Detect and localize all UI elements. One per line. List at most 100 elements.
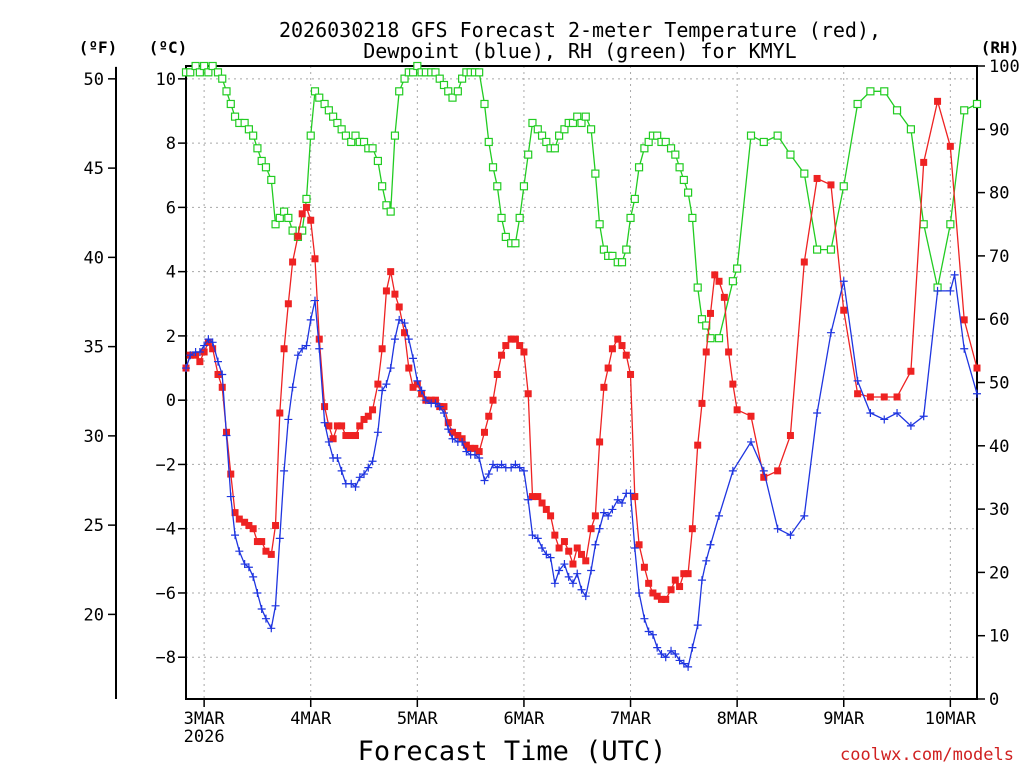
temperature-point xyxy=(920,158,928,166)
rh-point xyxy=(906,125,916,134)
temperature-point xyxy=(800,258,808,266)
dewpoint-point xyxy=(635,588,644,597)
rh-point xyxy=(431,68,440,77)
dewpoint-point xyxy=(404,335,413,344)
temperature-point xyxy=(729,380,737,388)
temperature-point xyxy=(467,444,475,452)
dewpoint-point xyxy=(866,409,875,418)
temperature-point xyxy=(342,432,350,440)
celsius-tick-label: −6 xyxy=(156,584,176,604)
dewpoint-point xyxy=(546,553,555,562)
temperature-point xyxy=(227,470,235,478)
dewpoint-point xyxy=(310,296,319,305)
x-tick-label: 9MAR xyxy=(823,709,865,729)
rh-point xyxy=(257,156,266,166)
dewpoint-point xyxy=(368,457,377,466)
temperature-point xyxy=(209,345,217,353)
dewpoint-point xyxy=(333,454,342,463)
dewpoint-point xyxy=(288,383,297,392)
dewpoint-point xyxy=(271,601,280,610)
temperature-point xyxy=(578,550,585,558)
rh-point xyxy=(537,131,547,140)
rh-point xyxy=(800,169,809,178)
dewpoint-point xyxy=(484,470,493,479)
temperature-point xyxy=(374,380,382,388)
temperature-point xyxy=(276,409,284,417)
rh-point xyxy=(555,131,564,140)
rh-point xyxy=(511,239,520,248)
temperature-point xyxy=(542,505,550,513)
rh-point xyxy=(329,112,338,121)
rh-point xyxy=(448,93,457,102)
chart-title-line-1: 2026030218 GFS Forecast 2-meter Temperat… xyxy=(279,18,881,42)
temperature-point xyxy=(560,538,568,546)
temperature-point xyxy=(907,367,915,375)
dewpoint-point xyxy=(320,418,329,427)
temperature-point xyxy=(356,422,364,430)
dewpoint-point xyxy=(786,531,795,540)
dewpoint-point xyxy=(919,412,928,421)
rh-point xyxy=(786,150,795,159)
rh-point xyxy=(341,131,351,140)
temperature-point xyxy=(302,203,310,211)
x-tick-label: 3MAR xyxy=(184,709,226,729)
rh-point xyxy=(826,245,836,254)
rh-point xyxy=(501,232,510,242)
temperature-point xyxy=(294,232,302,240)
rh-point xyxy=(586,125,596,134)
temperature-point xyxy=(272,521,280,529)
dewpoint-point xyxy=(475,454,484,463)
temperature-point xyxy=(315,335,323,343)
x-axis-label: Forecast Time (UTC) xyxy=(358,736,667,767)
temperature-point xyxy=(688,525,696,533)
temperature-point xyxy=(960,316,968,324)
dewpoint-point xyxy=(315,344,324,353)
data-series xyxy=(181,61,982,671)
rh-point xyxy=(706,334,715,343)
temperature-point xyxy=(502,342,510,350)
temperature-point xyxy=(253,538,261,546)
dewpoint-point xyxy=(470,450,479,459)
temperature-point xyxy=(364,412,372,420)
dewpoint-point xyxy=(568,579,577,588)
rh-point xyxy=(519,182,529,191)
dewpoint-point xyxy=(626,489,635,498)
temperature-point xyxy=(520,348,528,356)
dewpoint-point xyxy=(613,495,622,504)
rh-point xyxy=(359,137,369,147)
rh-tick-label: 60 xyxy=(989,310,1009,330)
fahrenheit-tick-label: 25 xyxy=(84,516,104,536)
rh-point xyxy=(315,93,324,102)
rh-point xyxy=(497,213,506,223)
rh-point xyxy=(560,125,569,134)
dewpoint-point xyxy=(773,524,782,533)
rh-point xyxy=(213,68,223,77)
temperature-point xyxy=(569,560,577,568)
rh-point xyxy=(599,245,608,254)
rh-point xyxy=(892,106,902,115)
temperature-point xyxy=(245,521,253,529)
dewpoint-point xyxy=(933,286,942,295)
tick-labels: 1086420−2−4−6−85045403530252010090807060… xyxy=(84,57,1020,747)
temperature-point xyxy=(475,448,483,456)
series-dewpoint xyxy=(182,270,981,671)
temperature-point xyxy=(596,438,604,446)
dewpoint-point xyxy=(950,270,959,279)
dewpoint-point xyxy=(386,364,395,373)
dewpoint-point xyxy=(648,630,657,639)
dewpoint-point xyxy=(747,437,755,446)
dewpoint-point xyxy=(244,563,253,572)
rh-point xyxy=(634,163,644,172)
temperature-point xyxy=(600,383,608,391)
temperature-point xyxy=(449,428,457,436)
temperature-point xyxy=(329,435,337,443)
dewpoint-point xyxy=(519,466,528,475)
rh-tick-label: 40 xyxy=(989,437,1009,457)
dewpoint-point xyxy=(382,380,391,389)
temperature-point xyxy=(565,547,573,555)
rh-point xyxy=(271,220,280,229)
rh-point xyxy=(218,74,227,83)
temperature-point xyxy=(733,406,741,414)
temperature-point xyxy=(711,271,719,279)
dewpoint-point xyxy=(493,463,502,472)
